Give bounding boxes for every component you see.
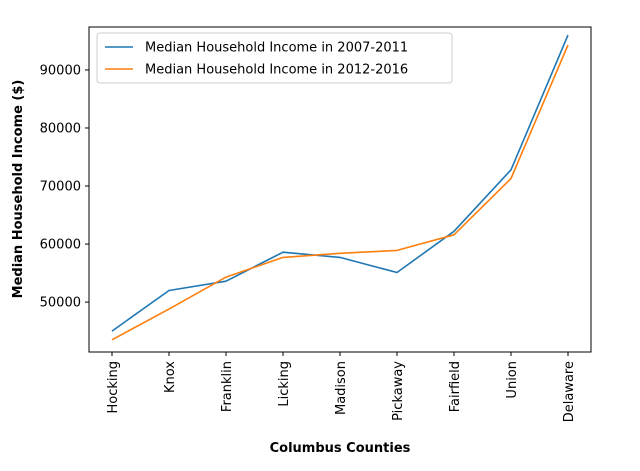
- series-line-1: [111, 34, 569, 332]
- y-axis: 50000 60000 70000 80000 90000: [40, 63, 89, 311]
- legend-label: Median Household Income in 2012-2016: [145, 63, 408, 78]
- y-tick-label: 60000: [40, 238, 81, 253]
- x-tick-label: Licking: [277, 361, 292, 407]
- x-tick-label: Pickaway: [391, 361, 406, 421]
- x-tick-label: Fairfield: [448, 361, 463, 412]
- x-tick-label: Delaware: [562, 361, 577, 422]
- y-tick-label: 50000: [40, 296, 81, 311]
- y-axis-title: Median Household Income ($): [11, 80, 26, 299]
- plot-area: [111, 34, 569, 341]
- x-axis: Hocking Knox Franklin Licking Madison Pickawa…: [106, 352, 577, 422]
- legend-label: Median Household Income in 2007-2011: [145, 41, 408, 56]
- x-tick-label: Union: [505, 361, 520, 399]
- x-axis-title: Columbus Counties: [270, 441, 411, 456]
- y-tick-label: 70000: [40, 180, 81, 195]
- x-tick-label: Franklin: [220, 361, 235, 412]
- series-line-2: [111, 44, 569, 341]
- x-tick-label: Madison: [334, 361, 349, 415]
- legend: Median Household Income in 2007-2011 Medi…: [96, 32, 453, 84]
- y-tick-label: 80000: [40, 121, 81, 136]
- x-tick-label: Hocking: [106, 361, 121, 414]
- y-tick-label: 90000: [40, 63, 81, 78]
- x-tick-label: Knox: [163, 361, 178, 393]
- legend-box: [96, 32, 453, 84]
